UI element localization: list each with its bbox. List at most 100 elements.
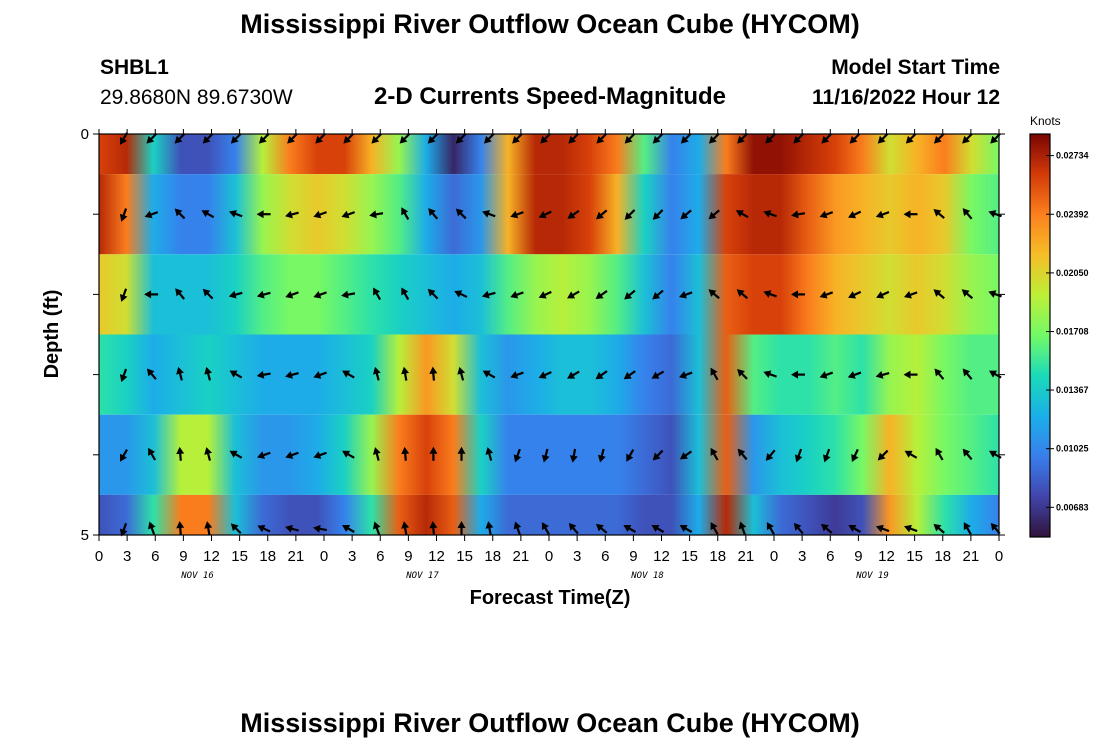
heatmap-band-layer-1 <box>99 134 999 175</box>
heatmap-band-layer-4 <box>99 334 999 415</box>
current-arrow <box>763 370 777 379</box>
current-arrow <box>510 210 524 219</box>
current-arrow <box>204 447 213 461</box>
day-label: NOV 18 <box>630 571 664 581</box>
x-tick-label: 21 <box>738 548 755 565</box>
current-arrow <box>144 210 159 219</box>
current-arrow <box>596 132 608 144</box>
current-arrow <box>401 521 410 536</box>
current-arrow <box>202 288 214 300</box>
x-tick-label: 21 <box>963 548 980 565</box>
current-arrow <box>313 524 327 533</box>
current-arrow <box>793 132 805 144</box>
day-label: NOV 19 <box>855 571 889 581</box>
current-arrow <box>988 370 1002 379</box>
x-tick-label: 9 <box>179 548 187 565</box>
current-arrow <box>482 370 496 379</box>
current-arrow <box>710 447 719 461</box>
current-arrow <box>624 132 636 144</box>
current-arrow <box>175 288 185 300</box>
current-arrow <box>962 208 973 220</box>
current-arrow <box>429 366 438 381</box>
x-tick-label: 3 <box>798 548 806 565</box>
model-start-label: Model Start Time <box>831 56 1000 79</box>
x-tick-label: 15 <box>681 548 698 565</box>
current-arrow <box>679 450 693 460</box>
current-vector-arrows <box>119 132 1002 537</box>
current-arrow <box>427 288 439 300</box>
current-arrow <box>485 521 494 536</box>
current-arrow <box>229 370 243 379</box>
current-arrow <box>905 132 917 144</box>
current-arrow <box>819 371 834 379</box>
current-arrow <box>313 371 327 379</box>
current-arrow <box>708 132 720 144</box>
current-arrow <box>485 447 494 461</box>
x-tick-label: 0 <box>770 548 778 565</box>
current-arrow <box>454 290 468 298</box>
current-arrow <box>738 521 747 536</box>
current-arrow <box>538 371 552 379</box>
day-label: NOV 17 <box>405 571 439 581</box>
current-arrow <box>988 210 1002 218</box>
current-arrow <box>176 521 185 536</box>
current-arrow <box>120 449 128 462</box>
current-arrow <box>903 370 918 379</box>
x-tick-label: 12 <box>653 548 670 565</box>
current-arrow <box>174 208 186 220</box>
current-arrow <box>597 448 606 463</box>
current-arrow <box>680 132 692 144</box>
current-arrow <box>176 366 184 381</box>
current-arrow <box>763 290 777 298</box>
current-arrow <box>962 368 973 380</box>
x-tick-label: 6 <box>151 548 159 565</box>
model-start-value: 11/16/2022 Hour 12 <box>812 86 1000 109</box>
current-arrow <box>567 370 580 379</box>
current-arrow <box>567 290 580 299</box>
current-arrow <box>371 132 383 144</box>
x-tick-label: 18 <box>484 548 501 565</box>
x-tick-label: 6 <box>376 548 384 565</box>
current-arrow <box>538 210 552 219</box>
current-arrow <box>228 210 243 218</box>
current-arrow <box>568 132 580 144</box>
colorbar-tick-label: 0.02050 <box>1056 268 1089 278</box>
current-arrow <box>146 368 157 380</box>
colorbar-tick-label: 0.01708 <box>1056 327 1089 337</box>
colorbar-unit: Knots <box>1030 114 1061 128</box>
current-arrow <box>541 448 550 463</box>
current-arrow <box>230 523 242 535</box>
current-arrow <box>961 289 974 300</box>
current-arrow <box>963 522 972 535</box>
current-arrow <box>285 370 299 379</box>
x-tick-label: 0 <box>320 548 328 565</box>
current-arrow <box>652 209 664 220</box>
current-arrow <box>708 289 720 300</box>
current-arrow <box>791 290 805 299</box>
current-arrow <box>652 289 664 300</box>
x-tick-label: 6 <box>826 548 834 565</box>
current-arrow <box>793 522 804 535</box>
current-arrow <box>652 132 664 144</box>
current-arrow <box>903 524 918 533</box>
current-arrow <box>230 132 242 144</box>
heatmap-band-layer-2 <box>99 174 999 255</box>
y-tick-label: 0 <box>81 126 89 143</box>
current-arrow <box>595 523 608 534</box>
x-tick-label: 18 <box>934 548 951 565</box>
x-tick-label: 3 <box>348 548 356 565</box>
x-tick-label: 21 <box>513 548 530 565</box>
current-arrow <box>849 132 861 144</box>
current-arrow <box>513 448 522 463</box>
x-tick-label: 12 <box>878 548 895 565</box>
current-arrow <box>428 208 439 220</box>
current-arrow <box>369 210 384 219</box>
x-tick-label: 15 <box>231 548 248 565</box>
current-arrow <box>736 289 749 300</box>
current-arrow <box>875 370 890 379</box>
current-arrow <box>287 132 298 144</box>
colorbar: Knots 0.00683 0.01025 0.01367 0.01708 0.02050… <box>1029 114 1089 538</box>
current-arrow <box>595 370 608 380</box>
current-arrow <box>567 209 580 219</box>
current-arrow <box>766 522 775 535</box>
